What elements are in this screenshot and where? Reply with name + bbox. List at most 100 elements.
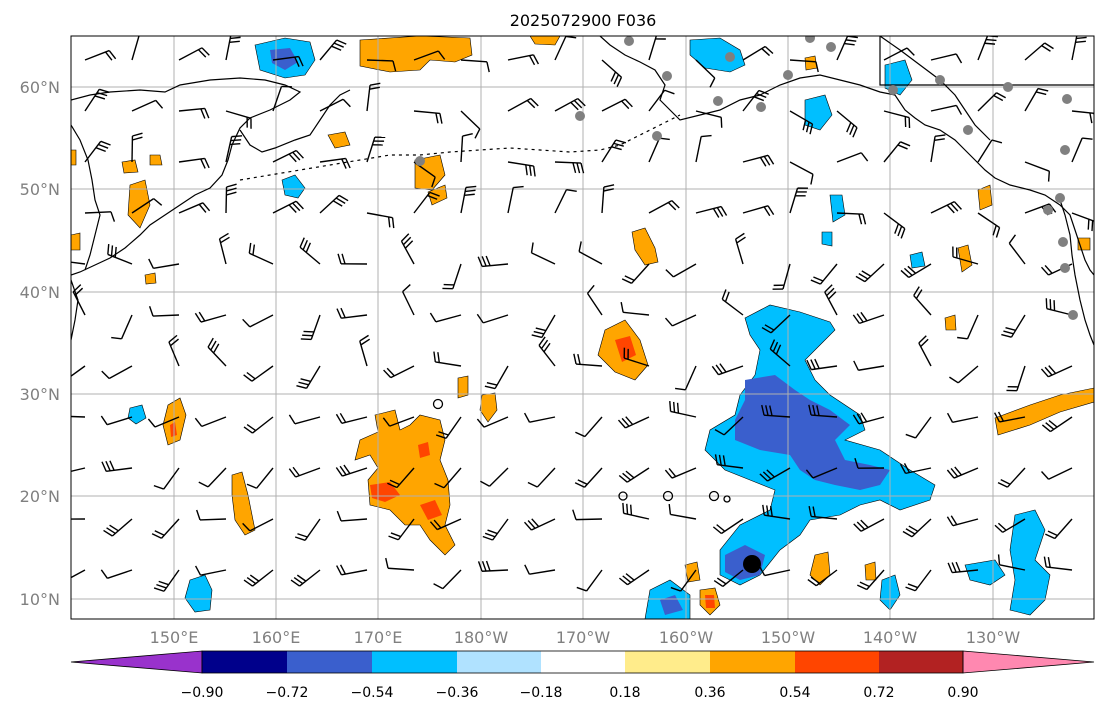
wind-barb-feather <box>74 287 84 296</box>
wind-barb-staff <box>163 569 180 592</box>
wind-barb-staff <box>575 518 603 521</box>
wind-barb-feather <box>402 236 412 246</box>
wind-barb-feather <box>531 518 540 528</box>
wind-barb-staff <box>482 263 509 268</box>
wind-barb-feather <box>735 232 745 240</box>
wind-barb-feather <box>573 353 577 365</box>
wind-barb-feather <box>288 204 297 213</box>
wind-barb-feather <box>220 236 230 244</box>
station-dot <box>1060 263 1070 273</box>
wind-barb-feather <box>852 414 860 425</box>
wind-barb-staff <box>413 110 440 115</box>
wind-barb-feather <box>194 312 202 323</box>
wind-barb-staff <box>106 467 133 472</box>
wind-barb-feather <box>816 405 820 416</box>
wind-barb-staff <box>249 252 274 265</box>
latitude-labels: 60°N 50°N 40°N 30°N 20°N 10°N <box>20 78 60 609</box>
wind-barb-staff <box>836 212 864 215</box>
wind-barb-feather <box>114 246 117 258</box>
lat-label: 40°N <box>20 283 60 302</box>
wind-barb-feather <box>712 526 722 535</box>
wind-barb-feather <box>336 39 347 45</box>
wind-barb-staff <box>200 314 227 323</box>
wind-barb-staff <box>178 107 205 112</box>
wind-barb-staff <box>319 194 340 214</box>
wind-barb-staff <box>71 569 86 579</box>
wind-barb-feather <box>132 132 143 137</box>
wind-barb-feather <box>72 284 82 293</box>
wind-barb-staff <box>930 201 955 214</box>
wind-barb-feather <box>856 413 864 424</box>
wind-barb-staff <box>721 298 744 316</box>
wind-barb-feather <box>207 337 214 348</box>
wind-barb-staff <box>952 569 979 574</box>
negative-region-south2-core <box>660 595 683 615</box>
wind-barb-feather <box>815 61 819 73</box>
wind-barb-staff <box>299 569 321 587</box>
wind-barb-feather <box>580 162 585 174</box>
coast-alaska <box>599 36 1094 276</box>
wind-barb-feather <box>713 579 724 587</box>
wind-barb-feather <box>900 141 911 147</box>
wind-barb-feather <box>288 153 297 163</box>
wind-barb-staff <box>554 161 582 164</box>
wind-barb-staff <box>1071 212 1094 222</box>
wind-barb-feather <box>132 136 143 141</box>
wind-barb-feather <box>1089 112 1093 124</box>
wind-barb-feather <box>626 503 629 515</box>
station-dot <box>1043 205 1053 215</box>
wind-barb-staff <box>695 110 722 118</box>
wind-barb-feather <box>109 524 119 532</box>
wind-barb-feather <box>64 509 67 519</box>
longitude-labels: 150°E 160°E 170°E 180°W 170°W 160°W 150°… <box>150 628 1021 647</box>
wind-barb-feather <box>858 213 863 225</box>
wind-barb-feather <box>485 255 491 266</box>
wind-barb-staff <box>815 569 838 587</box>
wind-barb-staff <box>1071 36 1078 61</box>
wind-barb-feather <box>984 42 996 45</box>
wind-barb-feather <box>369 82 381 86</box>
wind-barb-staff <box>718 365 744 376</box>
wind-barb-feather <box>899 463 907 474</box>
wind-barb-feather <box>433 519 442 529</box>
wind-barb-feather <box>994 412 1001 423</box>
wind-barb-feather <box>955 105 963 115</box>
station-dot <box>662 71 672 81</box>
wind-barb-feather <box>625 470 635 479</box>
wind-barb-feather <box>577 353 581 365</box>
wind-barb-feather <box>65 251 67 261</box>
wind-barb-feather <box>56 509 59 519</box>
wind-barb-feather <box>98 143 109 149</box>
wind-barb-feather <box>906 47 915 56</box>
wind-barb-feather <box>1075 40 1086 44</box>
wind-barb-staff <box>131 36 140 61</box>
wind-barb-feather <box>758 566 766 576</box>
wind-barb-feather <box>613 142 624 147</box>
wind-barb-feather <box>903 463 911 473</box>
wind-barb-feather <box>477 256 483 267</box>
lon-label: 170°E <box>354 628 403 647</box>
wind-barb-staff <box>866 569 885 590</box>
wind-barb-feather <box>392 60 397 72</box>
wind-barb-feather <box>335 413 343 424</box>
wind-barb-feather <box>902 530 913 538</box>
wind-barb-staff <box>858 365 885 371</box>
wind-barb-staff <box>977 212 1000 229</box>
wind-barb-feather <box>992 225 997 236</box>
wind-barb-feather <box>298 56 304 67</box>
wind-barb-feather <box>96 91 108 97</box>
wind-barb-feather <box>845 39 857 42</box>
wind-barb-staff <box>529 569 556 575</box>
wind-barb-feather <box>477 561 483 572</box>
wind-barb-feather <box>168 334 178 343</box>
wind-barb-staff <box>460 59 487 63</box>
wind-barb-staff <box>623 311 650 316</box>
wind-barb-feather <box>572 509 577 520</box>
wind-barb-feather <box>764 324 775 331</box>
wind-barb-staff <box>388 567 415 571</box>
wind-barb-staff <box>396 467 415 489</box>
wind-barb-feather <box>950 468 959 477</box>
wind-barb-feather <box>198 311 206 322</box>
wind-barb-feather <box>385 557 389 569</box>
wind-barb-feather <box>586 284 595 294</box>
